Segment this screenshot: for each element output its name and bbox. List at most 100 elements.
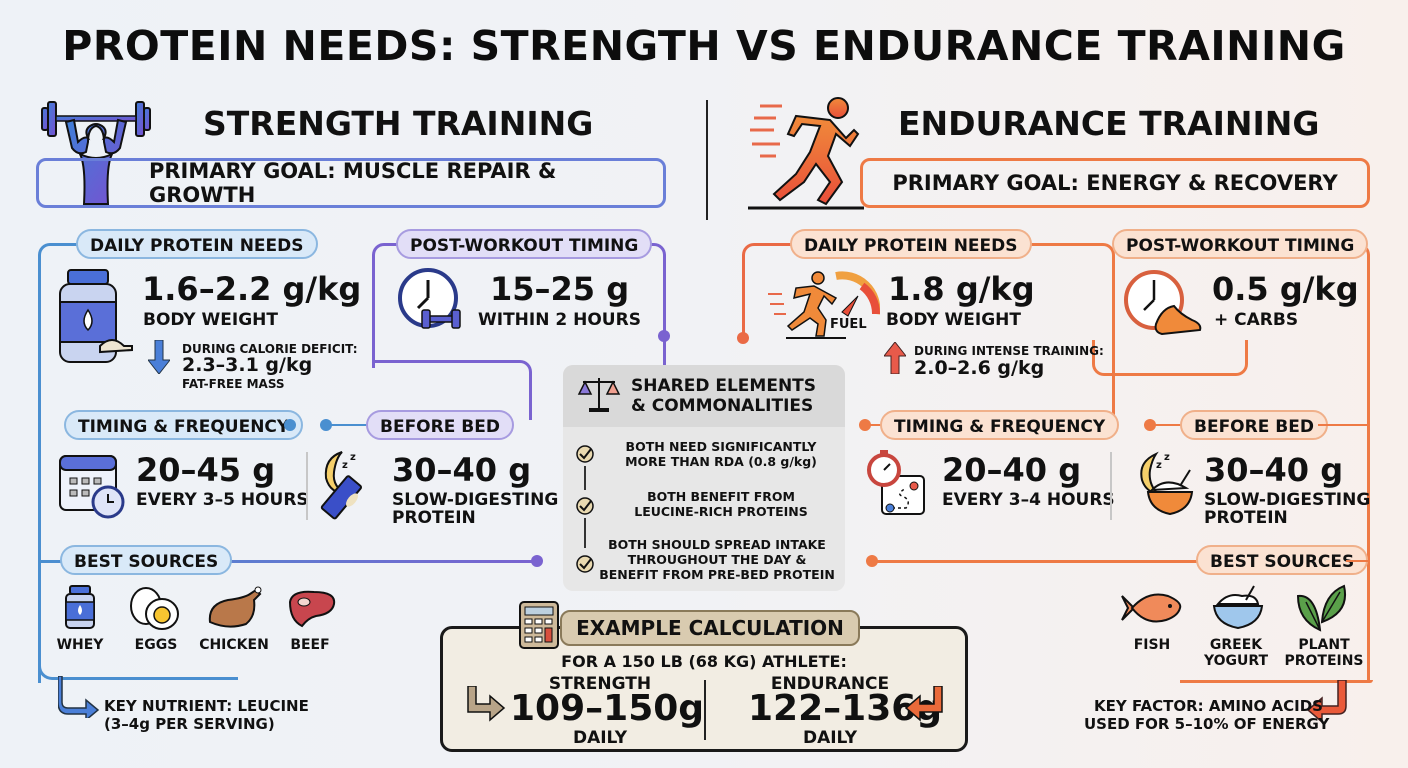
source-label-plant-1: PLANT (1298, 637, 1350, 653)
fish-icon (1120, 590, 1184, 626)
source-label-plant-2: PROTEINS (1284, 653, 1364, 669)
chicken-leg-icon (206, 586, 264, 630)
shared-item: BOTH NEED SIGNIFICANTLY MORE THAN RDA (0… (601, 439, 841, 469)
strength-post-workout-label: POST-WORKOUT TIMING (396, 229, 653, 259)
shared-heading-1: SHARED ELEMENTS (631, 376, 817, 396)
endurance-key-line-2: USED FOR 5–10% OF ENERGY (1084, 715, 1330, 733)
stopwatch-route-icon (866, 450, 926, 522)
shared-item-line: BOTH NEED SIGNIFICANTLY (625, 439, 817, 454)
divider (306, 452, 308, 520)
connector-line (742, 243, 802, 339)
source-label-eggs: EGGS (134, 637, 178, 653)
strength-daily-unit: BODY WEIGHT (143, 310, 278, 330)
strength-deficit-value: 2.3–3.1 g/kg (182, 354, 313, 376)
steak-icon (286, 588, 338, 628)
endurance-before-bed-detail-1: SLOW-DIGESTING (1204, 490, 1371, 510)
connector-line (38, 243, 78, 683)
endurance-daily-unit: BODY WEIGHT (886, 310, 1021, 330)
endurance-key-line-1: KEY FACTOR: AMINO ACIDS (1094, 697, 1323, 715)
strength-before-bed-label: BEFORE BED (366, 410, 514, 440)
connector-line (1152, 424, 1182, 426)
egg-icon (128, 586, 182, 632)
connector-dot (320, 419, 332, 431)
balance-scale-icon (577, 374, 621, 418)
example-strength-label: STRENGTH (548, 674, 652, 694)
check-icon (575, 444, 595, 468)
shared-item-line: THROUGHOUT THE DAY & (627, 552, 807, 567)
connector-line (1346, 560, 1370, 562)
connector-line (38, 560, 538, 563)
connector-dot (284, 419, 296, 431)
connector-dot (859, 419, 871, 431)
strength-deficit-unit: FAT-FREE MASS (182, 377, 285, 391)
arrow-up-icon (882, 341, 908, 375)
strength-heading: STRENGTH TRAINING (203, 104, 594, 143)
divider (1110, 452, 1112, 520)
source-label-chicken: CHICKEN (199, 637, 269, 653)
arrow-turn-right-icon (466, 685, 506, 722)
shared-elements-panel: SHARED ELEMENTS & COMMONALITIES BOTH NEE… (563, 365, 845, 591)
connector-line (1092, 340, 1248, 376)
strength-before-bed-detail-2: PROTEIN (392, 508, 476, 528)
endurance-goal-text: PRIMARY GOAL: ENERGY & RECOVERY (892, 171, 1338, 195)
source-label-beef: BEEF (290, 637, 330, 653)
runner-fuel-gauge-icon (766, 264, 881, 340)
strength-goal-box: PRIMARY GOAL: MUSCLE REPAIR & GROWTH (36, 158, 666, 208)
strength-timing-label: TIMING & FREQUENCY (64, 410, 304, 440)
shared-item-line: BOTH SHOULD SPREAD INTAKE (608, 537, 826, 552)
endurance-post-workout-value: 0.5 g/kg (1212, 270, 1359, 308)
strength-sources-label: BEST SOURCES (60, 545, 233, 575)
endurance-post-workout-detail: + CARBS (1214, 310, 1299, 330)
weightlifter-icon (36, 86, 156, 206)
clock-shoe-icon (1122, 268, 1208, 340)
clock-dumbbell-icon (396, 266, 468, 338)
endurance-timing-detail: EVERY 3–4 HOURS (942, 490, 1115, 510)
endurance-before-bed-detail-2: PROTEIN (1204, 508, 1288, 528)
strength-timing-detail: EVERY 3–5 HOURS (136, 490, 309, 510)
runner-icon (746, 90, 876, 210)
calendar-clock-icon (58, 450, 128, 520)
strength-daily-label: DAILY PROTEIN NEEDS (76, 229, 318, 259)
strength-daily-value: 1.6–2.2 g/kg (142, 270, 362, 308)
example-divider (704, 680, 706, 740)
arrow-down-icon (146, 339, 172, 375)
arrow-turn-left-icon (904, 685, 944, 722)
endurance-daily-label: DAILY PROTEIN NEEDS (790, 229, 1032, 259)
shared-item-line: LEUCINE-RICH PROTEINS (634, 504, 808, 519)
connector-line (1080, 300, 1115, 426)
calculator-icon (518, 600, 562, 652)
shared-header: SHARED ELEMENTS & COMMONALITIES (563, 365, 845, 427)
svg-text:z: z (350, 452, 356, 463)
endurance-timing-value: 20–40 g (942, 451, 1082, 489)
example-endurance-label: ENDURANCE (770, 674, 890, 694)
endurance-timing-label: TIMING & FREQUENCY (880, 410, 1120, 440)
shared-item: BOTH BENEFIT FROM LEUCINE-RICH PROTEINS (601, 489, 841, 519)
example-calculation-label: EXAMPLE CALCULATION (560, 610, 860, 646)
source-label-greek-yogurt-2: YOGURT (1204, 653, 1269, 669)
svg-text:z: z (1164, 452, 1170, 463)
timeline-line (584, 518, 586, 548)
connector-line (872, 560, 1202, 563)
yogurt-bowl-icon (1212, 584, 1264, 630)
strength-post-workout-detail: WITHIN 2 HOURS (478, 310, 641, 330)
connector-line (372, 360, 532, 420)
protein-tub-icon (56, 268, 136, 368)
whey-jar-icon (64, 584, 96, 630)
leaves-icon (1296, 582, 1348, 632)
shared-item-line: BOTH BENEFIT FROM (647, 489, 795, 504)
example-strength-unit: DAILY (572, 728, 628, 748)
check-icon (575, 554, 595, 578)
strength-deficit-label: DURING CALORIE DEFICIT: (182, 342, 358, 356)
endurance-sources-label: BEST SOURCES (1196, 545, 1369, 575)
connector-dot (1144, 419, 1156, 431)
strength-timing-value: 20–45 g (136, 451, 276, 489)
arrow-turn-left-icon (1306, 679, 1350, 724)
connector-line (38, 560, 238, 680)
timeline-line (584, 466, 586, 490)
endurance-heading: ENDURANCE TRAINING (898, 104, 1320, 143)
shared-heading-2: & COMMONALITIES (631, 396, 814, 416)
svg-text:z: z (342, 460, 348, 471)
connector-dot (658, 330, 670, 342)
fuel-gauge-label: FUEL (830, 317, 867, 332)
